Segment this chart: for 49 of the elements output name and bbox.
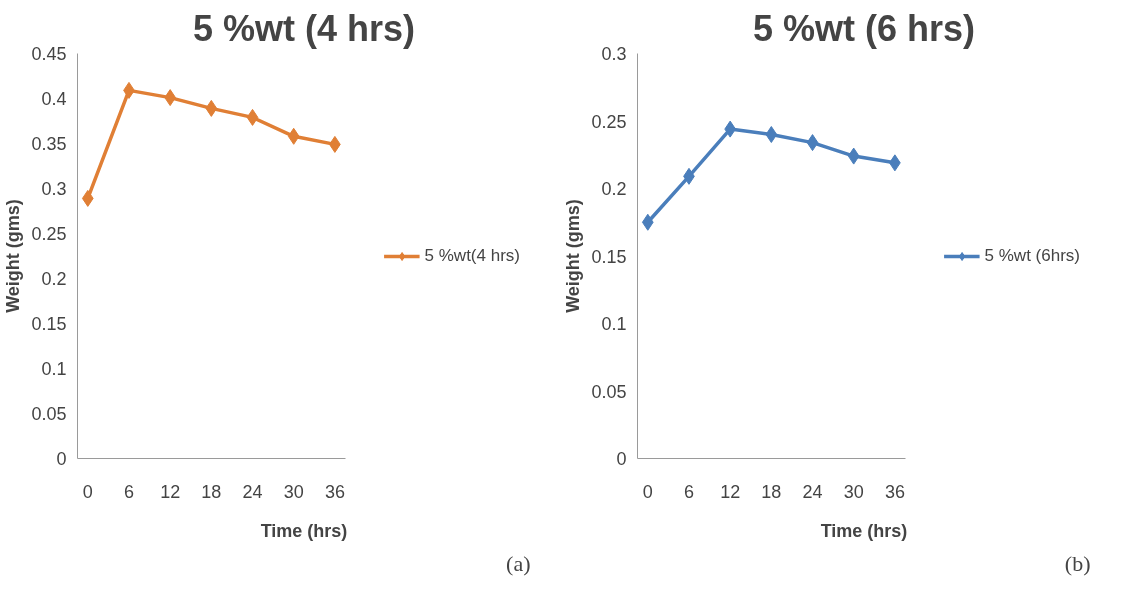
x-tick-label: 24 [242,481,263,502]
x-tick-label: 12 [160,481,181,502]
y-axis-title: Weight (gms) [563,199,584,313]
point [205,99,218,117]
point [246,108,259,126]
point [81,189,94,207]
point [806,134,819,152]
y-tick-label: 0.05 [591,381,627,402]
legend-label: 5 %wt(4 hrs) [424,245,520,266]
y-tick-label: 0.4 [41,89,67,109]
y-tick-label: 0.3 [601,44,627,64]
y-tick-label: 0.25 [591,111,627,132]
x-tick-label: 30 [283,481,304,502]
chart-title: 5 %wt (4 hrs) [192,7,416,49]
y-tick-label: 0.15 [591,246,627,267]
point [641,213,654,231]
y-tick-label: 0.25 [31,224,67,244]
x-tick-label: 0 [642,481,653,502]
y-tick-label: 0.05 [31,404,67,424]
x-tick-label: 12 [720,481,741,502]
text: (b) [1064,550,1091,576]
y-tick-label: 0.2 [601,179,627,199]
y-tick-label: 0.45 [31,44,67,64]
x-tick-label: 18 [201,481,222,502]
x-axis-title: Time (hrs) [820,520,908,541]
y-tick-label: 0.3 [41,179,67,199]
point [765,126,778,143]
x-tick-label: 18 [761,481,782,502]
y-tick-label: 0.15 [31,314,67,334]
y-tick-label: 0 [56,449,67,469]
x-tick-label: 6 [123,481,134,502]
y-tick-label: 0 [616,449,627,469]
y-tick-label: 0.2 [41,269,67,289]
text: (a) [506,550,531,576]
y-axis-title: Weight (gms) [3,199,24,313]
chart-title: 5 %wt (6 hrs) [752,7,976,49]
x-tick-label: 6 [683,481,694,502]
legend-label: 5 %wt (6hrs) [984,245,1080,266]
x-tick-label: 24 [802,481,823,502]
x-tick-label: 30 [843,481,864,502]
y-tick-label: 0.35 [31,134,67,154]
y-tick-label: 0.1 [41,359,67,379]
point [287,127,300,145]
y-tick-label: 0.1 [601,314,627,334]
point [847,147,860,165]
x-tick-label: 0 [82,481,93,502]
x-tick-label: 36 [884,481,905,502]
x-axis-title: Time (hrs) [260,520,348,541]
x-tick-label: 36 [324,481,345,502]
